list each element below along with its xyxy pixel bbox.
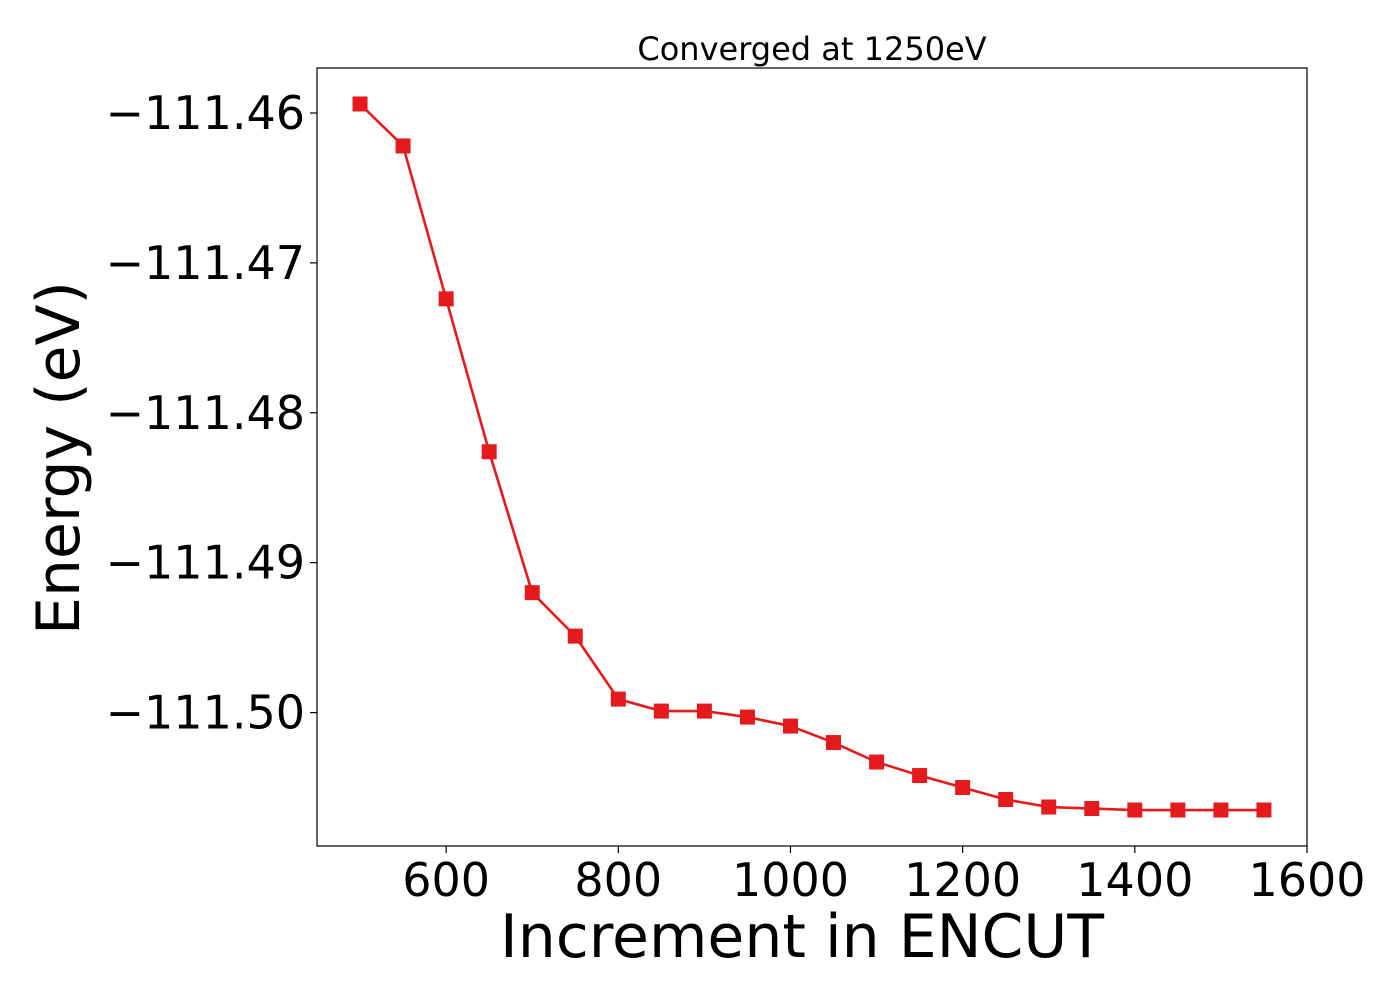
data-point <box>998 792 1014 808</box>
data-point <box>696 703 712 719</box>
data-point <box>610 691 626 707</box>
data-point <box>395 138 411 154</box>
y-tick-label: −111.49 <box>106 536 306 590</box>
y-axis-title: Energy (eV) <box>24 281 94 635</box>
data-point <box>739 709 755 725</box>
y-tick-label: −111.46 <box>106 86 306 140</box>
data-point <box>481 444 497 460</box>
x-tick-label: 1200 <box>904 853 1021 907</box>
data-point <box>826 735 842 751</box>
data-point <box>955 780 971 796</box>
plot-frame <box>316 67 1308 847</box>
data-point <box>653 703 669 719</box>
data-point <box>1170 802 1186 818</box>
data-point <box>1256 802 1272 818</box>
x-tick-label: 1600 <box>1248 853 1365 907</box>
data-point <box>1213 802 1229 818</box>
x-axis-title: Increment in ENCUT <box>500 902 1104 972</box>
y-tick-label: −111.48 <box>106 386 306 440</box>
x-tick-label: 600 <box>402 853 490 907</box>
data-point <box>869 754 885 770</box>
data-point <box>1127 802 1143 818</box>
data-point <box>524 585 540 601</box>
y-tick-label: −111.47 <box>106 236 306 290</box>
x-tick-label: 1400 <box>1076 853 1193 907</box>
x-tick-label: 800 <box>574 853 662 907</box>
data-point <box>782 718 798 734</box>
x-tick-label: 1000 <box>732 853 849 907</box>
data-point <box>438 291 454 307</box>
data-point <box>1084 801 1100 817</box>
chart-title: Converged at 1250eV <box>637 30 986 68</box>
data-point <box>567 628 583 644</box>
series-line <box>359 103 1264 812</box>
data-point <box>352 96 368 112</box>
data-point <box>1041 799 1057 815</box>
plot-area: 600 800 1000 1200 1400 1600 −111.46 −111.47 −111… <box>106 67 1366 907</box>
data-point <box>912 768 928 784</box>
y-tick-label: −111.50 <box>106 686 306 740</box>
